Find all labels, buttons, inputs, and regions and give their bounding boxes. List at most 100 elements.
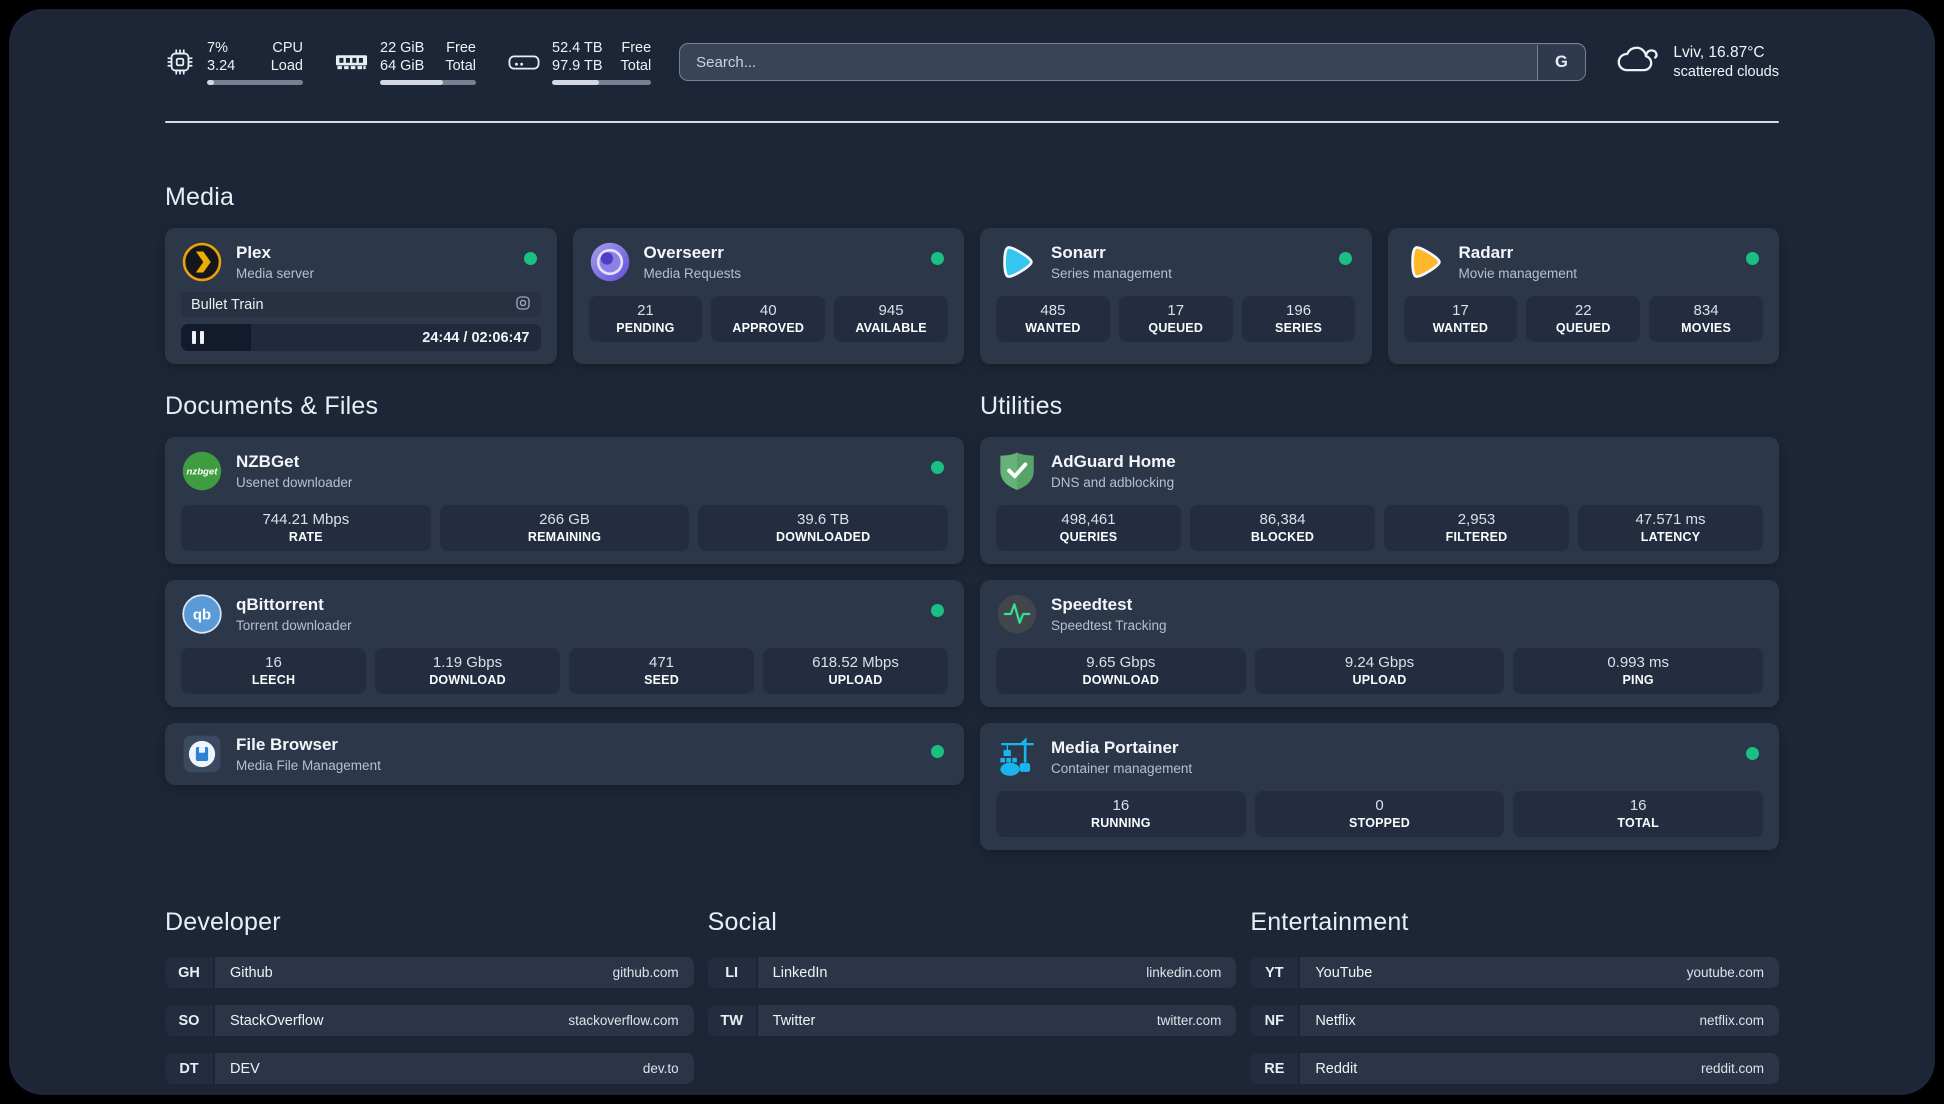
app-link-overseerr[interactable]: Overseerr Media Requests bbox=[589, 241, 949, 283]
app-link-sonarr[interactable]: Sonarr Series management bbox=[996, 241, 1356, 283]
bookmark-netflix[interactable]: NF Netflix netflix.com bbox=[1250, 1005, 1779, 1036]
svg-text:qb: qb bbox=[193, 607, 211, 623]
memory-progress-fill bbox=[380, 80, 444, 86]
bookmark-github[interactable]: GH Github github.com bbox=[165, 957, 694, 988]
section-title-developer: Developer bbox=[165, 908, 281, 936]
app-link-adguard-home[interactable]: AdGuard Home DNS and adblocking bbox=[996, 450, 1763, 492]
cpu-label: CPU bbox=[272, 39, 303, 56]
stat-box: 47.571 ms LATENCY bbox=[1578, 505, 1763, 551]
memory-icon bbox=[335, 52, 368, 72]
section-title-entertainment: Entertainment bbox=[1250, 908, 1409, 936]
bookmark-abbr: LI bbox=[707, 957, 756, 988]
portainer-stats: 16 RUNNING 0 STOPPED 16 TOTAL bbox=[996, 791, 1764, 837]
file-browser-status-dot bbox=[931, 745, 944, 758]
app-description: DNS and adblocking bbox=[1051, 475, 1175, 490]
bookmark-stackoverflow[interactable]: SO StackOverflow stackoverflow.com bbox=[165, 1005, 694, 1036]
bookmark-name: StackOverflow bbox=[230, 1012, 324, 1029]
now-playing-row: Bullet Train bbox=[181, 292, 541, 317]
app-name: File Browser bbox=[236, 735, 339, 754]
radarr-icon bbox=[1404, 241, 1446, 283]
memory-free-label: Free bbox=[446, 39, 476, 56]
bookmark-youtube[interactable]: YT YouTube youtube.com bbox=[1250, 957, 1779, 988]
cpu-stat: 7% CPU 3.24 Load bbox=[165, 39, 303, 86]
nzbget-icon: nzbget bbox=[181, 450, 223, 492]
storage-free-label: Free bbox=[621, 39, 652, 56]
speedtest-stats: 9.65 Gbps DOWNLOAD 9.24 Gbps UPLOAD 0.993 … bbox=[996, 648, 1764, 694]
app-name: qBittorrent bbox=[236, 595, 324, 614]
app-description: Container management bbox=[1051, 761, 1193, 776]
app-link-speedtest[interactable]: Speedtest Speedtest Tracking bbox=[996, 593, 1763, 635]
app-name: Plex bbox=[236, 243, 271, 262]
stat-box: 40 APPROVED bbox=[711, 296, 826, 342]
stat-box: 196 SERIES bbox=[1241, 296, 1356, 342]
header-divider bbox=[165, 121, 1779, 123]
stat-box: 17 QUEUED bbox=[1118, 296, 1233, 342]
cpu-load-value: 3.24 bbox=[207, 58, 236, 74]
app-card-adguard-home: AdGuard Home DNS and adblocking 498,461 Q… bbox=[980, 437, 1779, 564]
app-link-plex[interactable]: Plex Media server bbox=[181, 241, 541, 283]
bookmark-reddit[interactable]: RE Reddit reddit.com bbox=[1250, 1053, 1779, 1084]
search-engine-button[interactable]: G bbox=[1536, 44, 1585, 80]
app-description: Usenet downloader bbox=[236, 475, 353, 490]
app-description: Media File Management bbox=[236, 758, 381, 773]
bookmark-abbr: GH bbox=[165, 957, 213, 988]
memory-free-value: 22 GiB bbox=[380, 39, 425, 56]
bookmark-name: Reddit bbox=[1315, 1060, 1358, 1077]
pause-icon[interactable] bbox=[192, 331, 204, 344]
memory-total-value: 64 GiB bbox=[380, 58, 425, 74]
sonarr-icon bbox=[996, 241, 1038, 283]
stat-box: 22 QUEUED bbox=[1526, 296, 1641, 342]
bookmark-url: dev.to bbox=[642, 1061, 679, 1076]
app-link-radarr[interactable]: Radarr Movie management bbox=[1404, 241, 1764, 283]
stat-box: 266 GB REMAINING bbox=[439, 505, 690, 551]
stat-box: 0 STOPPED bbox=[1254, 791, 1505, 837]
app-link-nzbget[interactable]: nzbget NZBGet Usenet downloader bbox=[181, 450, 948, 492]
bookmark-twitter[interactable]: TW Twitter twitter.com bbox=[707, 1005, 1237, 1036]
stat-box: 834 MOVIES bbox=[1649, 296, 1763, 342]
portainer-icon bbox=[996, 736, 1038, 778]
weather-location-temp: Lviv, 16.87°C bbox=[1673, 44, 1765, 61]
sonarr-stats: 485 WANTED 17 QUEUED 196 SERIES bbox=[996, 296, 1356, 342]
plex-icon bbox=[181, 241, 223, 283]
bookmark-url: youtube.com bbox=[1686, 965, 1764, 980]
overseerr-status-dot bbox=[931, 252, 944, 265]
weather-condition: scattered clouds bbox=[1673, 64, 1779, 80]
bookmark-abbr: TW bbox=[707, 1005, 756, 1036]
bookmark-dev[interactable]: DT DEV dev.to bbox=[165, 1053, 694, 1084]
stat-box: 9.24 Gbps UPLOAD bbox=[1254, 648, 1505, 694]
app-name: NZBGet bbox=[236, 452, 300, 471]
app-card-file-browser: File Browser Media File Management bbox=[165, 723, 964, 785]
app-link-portainer[interactable]: Media Portainer Container management bbox=[996, 736, 1763, 778]
bookmark-name: Github bbox=[230, 964, 273, 981]
app-name: AdGuard Home bbox=[1051, 452, 1176, 471]
bookmark-linkedin[interactable]: LI LinkedIn linkedin.com bbox=[707, 957, 1237, 988]
cpu-icon bbox=[165, 47, 195, 77]
app-link-qbittorrent[interactable]: qb qBittorrent Torrent downloader bbox=[181, 593, 948, 635]
stat-box: 485 WANTED bbox=[996, 296, 1110, 342]
memory-stat: 22 GiB Free 64 GiB Total bbox=[335, 39, 476, 86]
bookmark-name: Twitter bbox=[772, 1012, 816, 1029]
section-title-utilities: Utilities bbox=[980, 392, 1063, 420]
bookmark-abbr: YT bbox=[1250, 957, 1299, 988]
stat-box: 16 TOTAL bbox=[1513, 791, 1764, 837]
stat-box: 9.65 Gbps DOWNLOAD bbox=[996, 648, 1246, 694]
adguard-icon bbox=[996, 450, 1038, 492]
cpu-progress-bar bbox=[207, 80, 303, 86]
bookmark-name: DEV bbox=[230, 1060, 260, 1077]
app-description: Movie management bbox=[1458, 266, 1578, 281]
qbittorrent-status-dot bbox=[931, 604, 944, 617]
stat-box: 471 SEED bbox=[569, 648, 754, 694]
app-description: Speedtest Tracking bbox=[1051, 618, 1167, 633]
search-input[interactable] bbox=[679, 43, 1587, 81]
bookmark-url: linkedin.com bbox=[1146, 965, 1222, 980]
speedtest-icon bbox=[996, 593, 1038, 635]
system-stats: 7% CPU 3.24 Load bbox=[165, 39, 652, 86]
nzbget-stats: 744.21 Mbps RATE 266 GB REMAINING 39.6 TB D… bbox=[181, 505, 949, 551]
bookmark-url: netflix.com bbox=[1699, 1013, 1764, 1028]
memory-total-label: Total bbox=[445, 58, 476, 74]
section-title-media: Media bbox=[165, 183, 235, 211]
stat-box: 16 RUNNING bbox=[996, 791, 1246, 837]
app-link-file-browser[interactable]: File Browser Media File Management bbox=[181, 733, 948, 775]
playback-time: 24:44 / 02:06:47 bbox=[422, 329, 530, 346]
